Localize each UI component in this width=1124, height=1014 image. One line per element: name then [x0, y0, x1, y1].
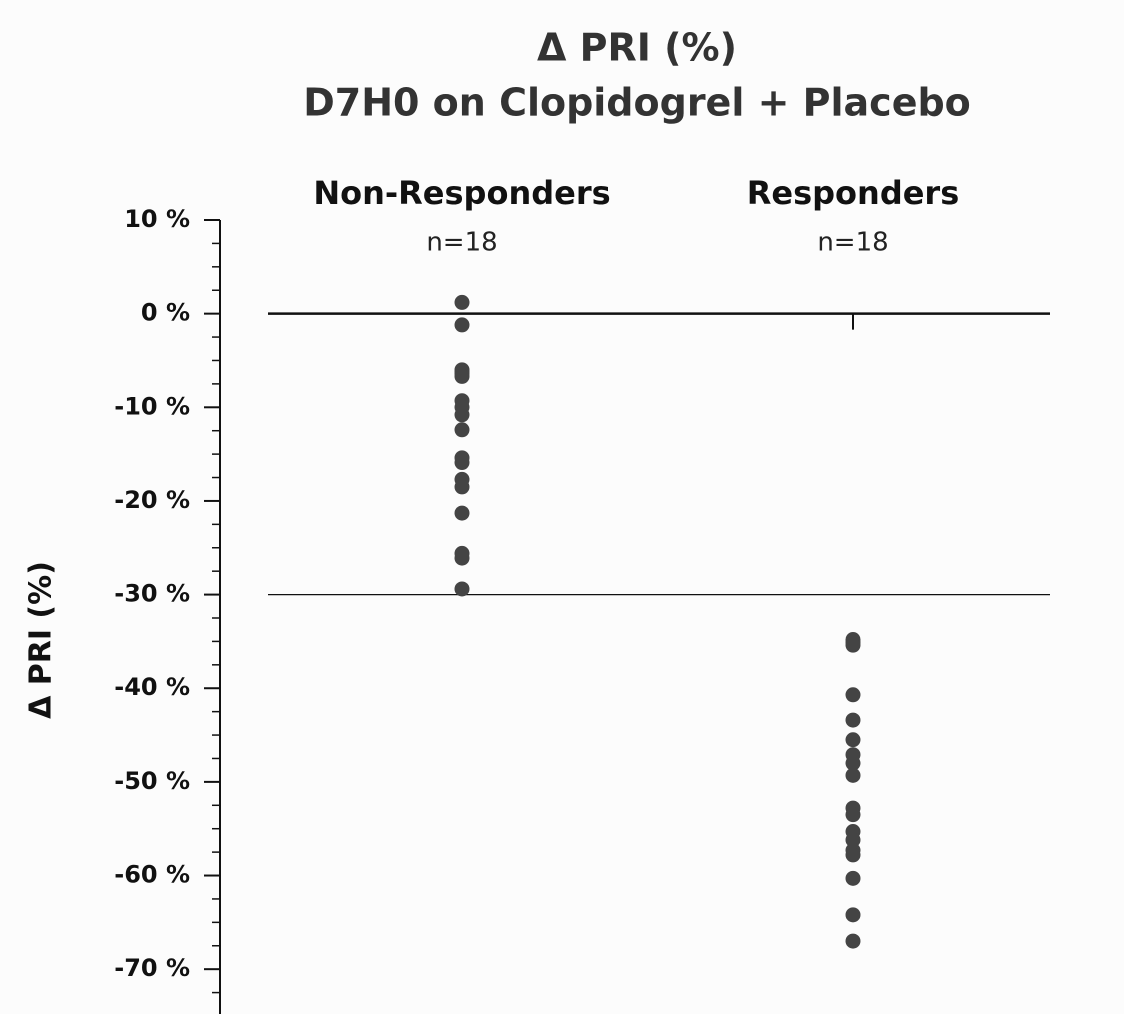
- data-point: [454, 479, 470, 495]
- data-point: [454, 581, 470, 597]
- y-tick-label: -30 %: [114, 580, 190, 608]
- data-point: [454, 422, 470, 438]
- data-point: [454, 550, 470, 566]
- data-point: [845, 933, 861, 949]
- sample-size: n=18: [426, 228, 497, 258]
- sample-size: n=18: [817, 228, 888, 258]
- data-point: [845, 870, 861, 886]
- data-point: [845, 755, 861, 771]
- y-tick-label: -40 %: [114, 673, 190, 701]
- data-point: [454, 294, 470, 310]
- category-label: Responders: [747, 174, 960, 212]
- chart-title: Δ PRI (%): [537, 26, 737, 70]
- data-point: [845, 732, 861, 748]
- data-point: [454, 505, 470, 521]
- data-point: [845, 847, 861, 863]
- y-tick-label: 10 %: [124, 205, 190, 233]
- data-point: [845, 712, 861, 728]
- data-point: [845, 832, 861, 848]
- y-tick-label: -20 %: [114, 486, 190, 514]
- data-point: [845, 687, 861, 703]
- data-point: [845, 767, 861, 783]
- y-tick-label: -50 %: [114, 767, 190, 795]
- y-tick-label: 0 %: [141, 299, 190, 327]
- data-point: [845, 637, 861, 653]
- data-point: [454, 455, 470, 471]
- data-point: [454, 368, 470, 384]
- chart-subtitle: D7H0 on Clopidogrel + Placebo: [303, 81, 971, 125]
- data-point: [845, 807, 861, 823]
- category-label: Non-Responders: [313, 174, 610, 212]
- y-tick-label: -10 %: [114, 392, 190, 420]
- y-axis-label: Δ PRI (%): [24, 561, 59, 719]
- y-tick-label: -70 %: [114, 954, 190, 982]
- y-tick-label: -60 %: [114, 861, 190, 889]
- data-point: [845, 907, 861, 923]
- data-point: [454, 407, 470, 423]
- data-point: [454, 317, 470, 333]
